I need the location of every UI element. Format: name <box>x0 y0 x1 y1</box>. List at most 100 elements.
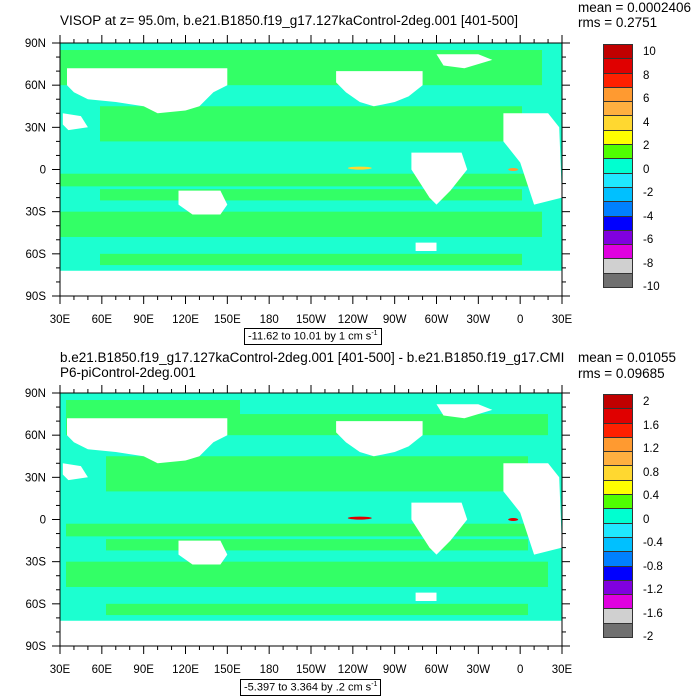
colorbar-box <box>603 72 633 88</box>
colorbar-label: 0 <box>643 513 650 526</box>
lon-label: 180 <box>260 664 279 676</box>
colorbar-label: 2 <box>643 140 650 152</box>
lat-label: 0 <box>40 165 46 177</box>
lon-label: 90W <box>383 314 407 326</box>
land-mask <box>336 421 423 457</box>
lon-label: 30W <box>467 664 491 676</box>
land-mask <box>336 71 423 107</box>
colorbar-label: -1.6 <box>643 607 663 620</box>
reference-vector-label: -11.62 to 10.01 by 1 cm s-1 <box>244 328 382 345</box>
colorbar-label: 0.4 <box>643 490 659 502</box>
lon-label: 0 <box>517 664 523 676</box>
lon-label: 0 <box>517 314 523 326</box>
colorbar-label: -1.2 <box>643 584 663 596</box>
land-mask <box>411 502 468 555</box>
lat-label: 60N <box>25 80 46 92</box>
lon-label: 120E <box>172 314 199 326</box>
colorbar-label: -6 <box>643 234 654 246</box>
mean-value: mean = 0.01055 <box>578 350 676 365</box>
rms-value: rms = 0.09685 <box>578 366 665 381</box>
colorbar-box <box>603 129 633 146</box>
ocean-green-band <box>66 523 548 537</box>
colorbar-box <box>603 436 633 453</box>
colorbar-box <box>603 272 633 288</box>
ocean-green-band <box>106 456 528 492</box>
lon-label: 30W <box>467 314 491 326</box>
colorbar-box <box>603 494 633 510</box>
ref-unit-exponent: -1 <box>371 681 378 688</box>
colorbar-label: 10 <box>643 46 656 58</box>
colorbar: 2 1.6 1.2 0.8 0.4 0 -0.4 -0.8 -1.2 -1.6 -2 <box>603 394 663 643</box>
lat-label: 90N <box>25 388 46 400</box>
colorbar-label: -8 <box>643 257 654 270</box>
colorbar-label: 0.8 <box>643 466 659 479</box>
colorbar-box <box>603 479 633 496</box>
ref-text: -5.397 to 3.364 by .2 cm s <box>244 681 372 694</box>
lat-label: 30S <box>26 557 47 569</box>
lon-label: 90E <box>133 664 154 676</box>
colorbar: 10 8 6 4 2 0 -2 -4 -6 -8 -10 <box>603 44 660 293</box>
lon-label: 120E <box>172 664 199 676</box>
colorbar-box <box>603 565 633 581</box>
colorbar-label: 6 <box>643 93 650 105</box>
colorbar-box <box>603 215 633 231</box>
equatorial-anomaly <box>347 516 372 520</box>
rms-value: rms = 0.2751 <box>578 15 658 30</box>
lon-label: 60E <box>92 664 113 676</box>
colorbar-box <box>603 594 633 610</box>
lat-label: 30S <box>26 207 47 219</box>
lon-label: 60W <box>425 664 449 676</box>
colorbar-box <box>603 158 633 174</box>
colorbar-label: -0.4 <box>643 537 663 549</box>
land-mask <box>436 54 493 69</box>
mean-value: mean = 0.0002406 <box>578 0 691 15</box>
land-mask <box>60 620 562 646</box>
colorbar-box <box>603 422 633 438</box>
top-panel: VISOP at z= 95.0m, b.e21.B1850.f19_g17.1… <box>25 0 691 345</box>
lat-label: 60N <box>25 430 46 442</box>
land-mask <box>60 270 562 296</box>
equatorial-anomaly <box>347 166 372 170</box>
equatorial-anomaly <box>508 168 519 171</box>
reference-vector-label: -5.397 to 3.364 by .2 cm s-1 <box>240 679 382 696</box>
land-mask <box>415 592 437 601</box>
colorbar-box <box>603 229 633 246</box>
land-mask <box>503 113 562 205</box>
colorbar-box <box>603 622 633 638</box>
lon-label: 30E <box>50 314 71 326</box>
lon-label: 30E <box>50 664 71 676</box>
colorbar-box <box>603 244 633 260</box>
ocean-cyan-region <box>240 393 560 415</box>
ref-text: -11.62 to 10.01 by 1 cm s <box>248 330 372 343</box>
lon-label: 90E <box>133 314 154 326</box>
colorbar-box <box>603 579 633 596</box>
colorbar-box <box>603 451 633 467</box>
colorbar-label: 0 <box>643 163 650 176</box>
ocean-green-band <box>60 211 542 237</box>
lon-label: 120W <box>338 664 368 676</box>
land-mask <box>415 242 437 251</box>
lat-label: 30N <box>25 122 46 134</box>
colorbar-label: 4 <box>643 116 650 129</box>
ocean-green-band <box>100 189 522 201</box>
ocean-green-band <box>60 173 542 187</box>
lon-label: 30E <box>552 314 573 326</box>
lon-label: 90W <box>383 664 407 676</box>
colorbar-box <box>603 115 633 131</box>
lon-label: 30E <box>552 664 573 676</box>
ref-unit-exponent: -1 <box>371 330 378 337</box>
colorbar-label: -2 <box>643 631 654 643</box>
bottom-panel: b.e21.B1850.f19_g17.127kaControl-2deg.00… <box>0 350 700 700</box>
lat-label: 60S <box>26 599 47 611</box>
lon-label: 180 <box>260 314 279 326</box>
colorbar-label: 1.2 <box>643 443 659 455</box>
colorbar-box <box>603 551 633 567</box>
lon-label: 150E <box>214 314 241 326</box>
land-mask <box>503 463 562 555</box>
lon-label: 150E <box>214 664 241 676</box>
ocean-green-band <box>66 561 548 587</box>
lon-label: 150W <box>296 314 326 326</box>
colorbar-label: -2 <box>643 187 654 199</box>
